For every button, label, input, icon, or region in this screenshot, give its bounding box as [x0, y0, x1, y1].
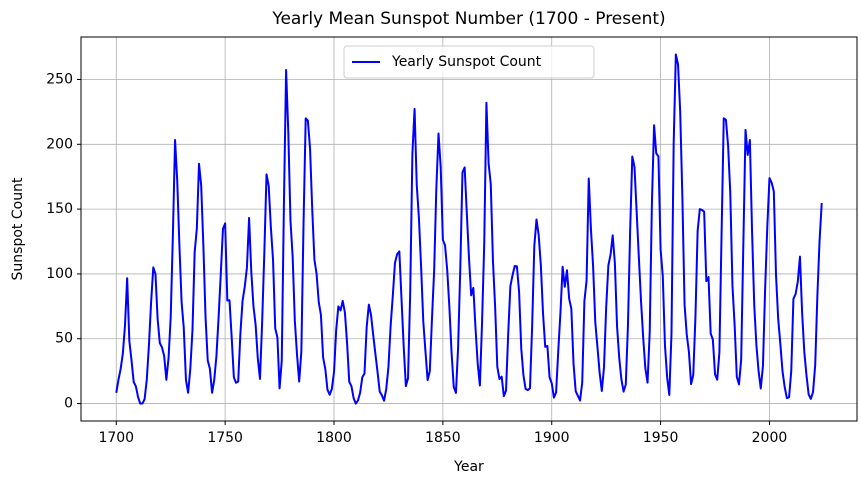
x-tick-label: 1800 [316, 430, 352, 446]
x-tick-label: 1950 [643, 430, 679, 446]
data-line [115, 53, 823, 405]
legend-box [343, 45, 595, 79]
y-tick-label: 50 [55, 331, 73, 347]
legend-label: Yearly Sunspot Count [391, 54, 542, 70]
y-tick-label: 100 [46, 266, 73, 282]
x-axis-label: Year [453, 459, 484, 475]
x-tick-label: 1750 [207, 430, 243, 446]
y-tick-label: 250 [46, 71, 73, 87]
chart-title: Yearly Mean Sunspot Number (1700 - Prese… [271, 9, 665, 29]
plot-frame [80, 36, 858, 422]
y-tick-label: 0 [64, 396, 73, 412]
x-tick-label: 1850 [425, 430, 461, 446]
y-axis-label: Sunspot Count [10, 177, 26, 280]
x-tick-label: 1700 [98, 430, 134, 446]
y-tick-label: 200 [46, 136, 73, 152]
y-tick-label: 150 [46, 201, 73, 217]
x-tick-label: 1900 [534, 430, 570, 446]
x-tick-label: 2000 [752, 430, 788, 446]
